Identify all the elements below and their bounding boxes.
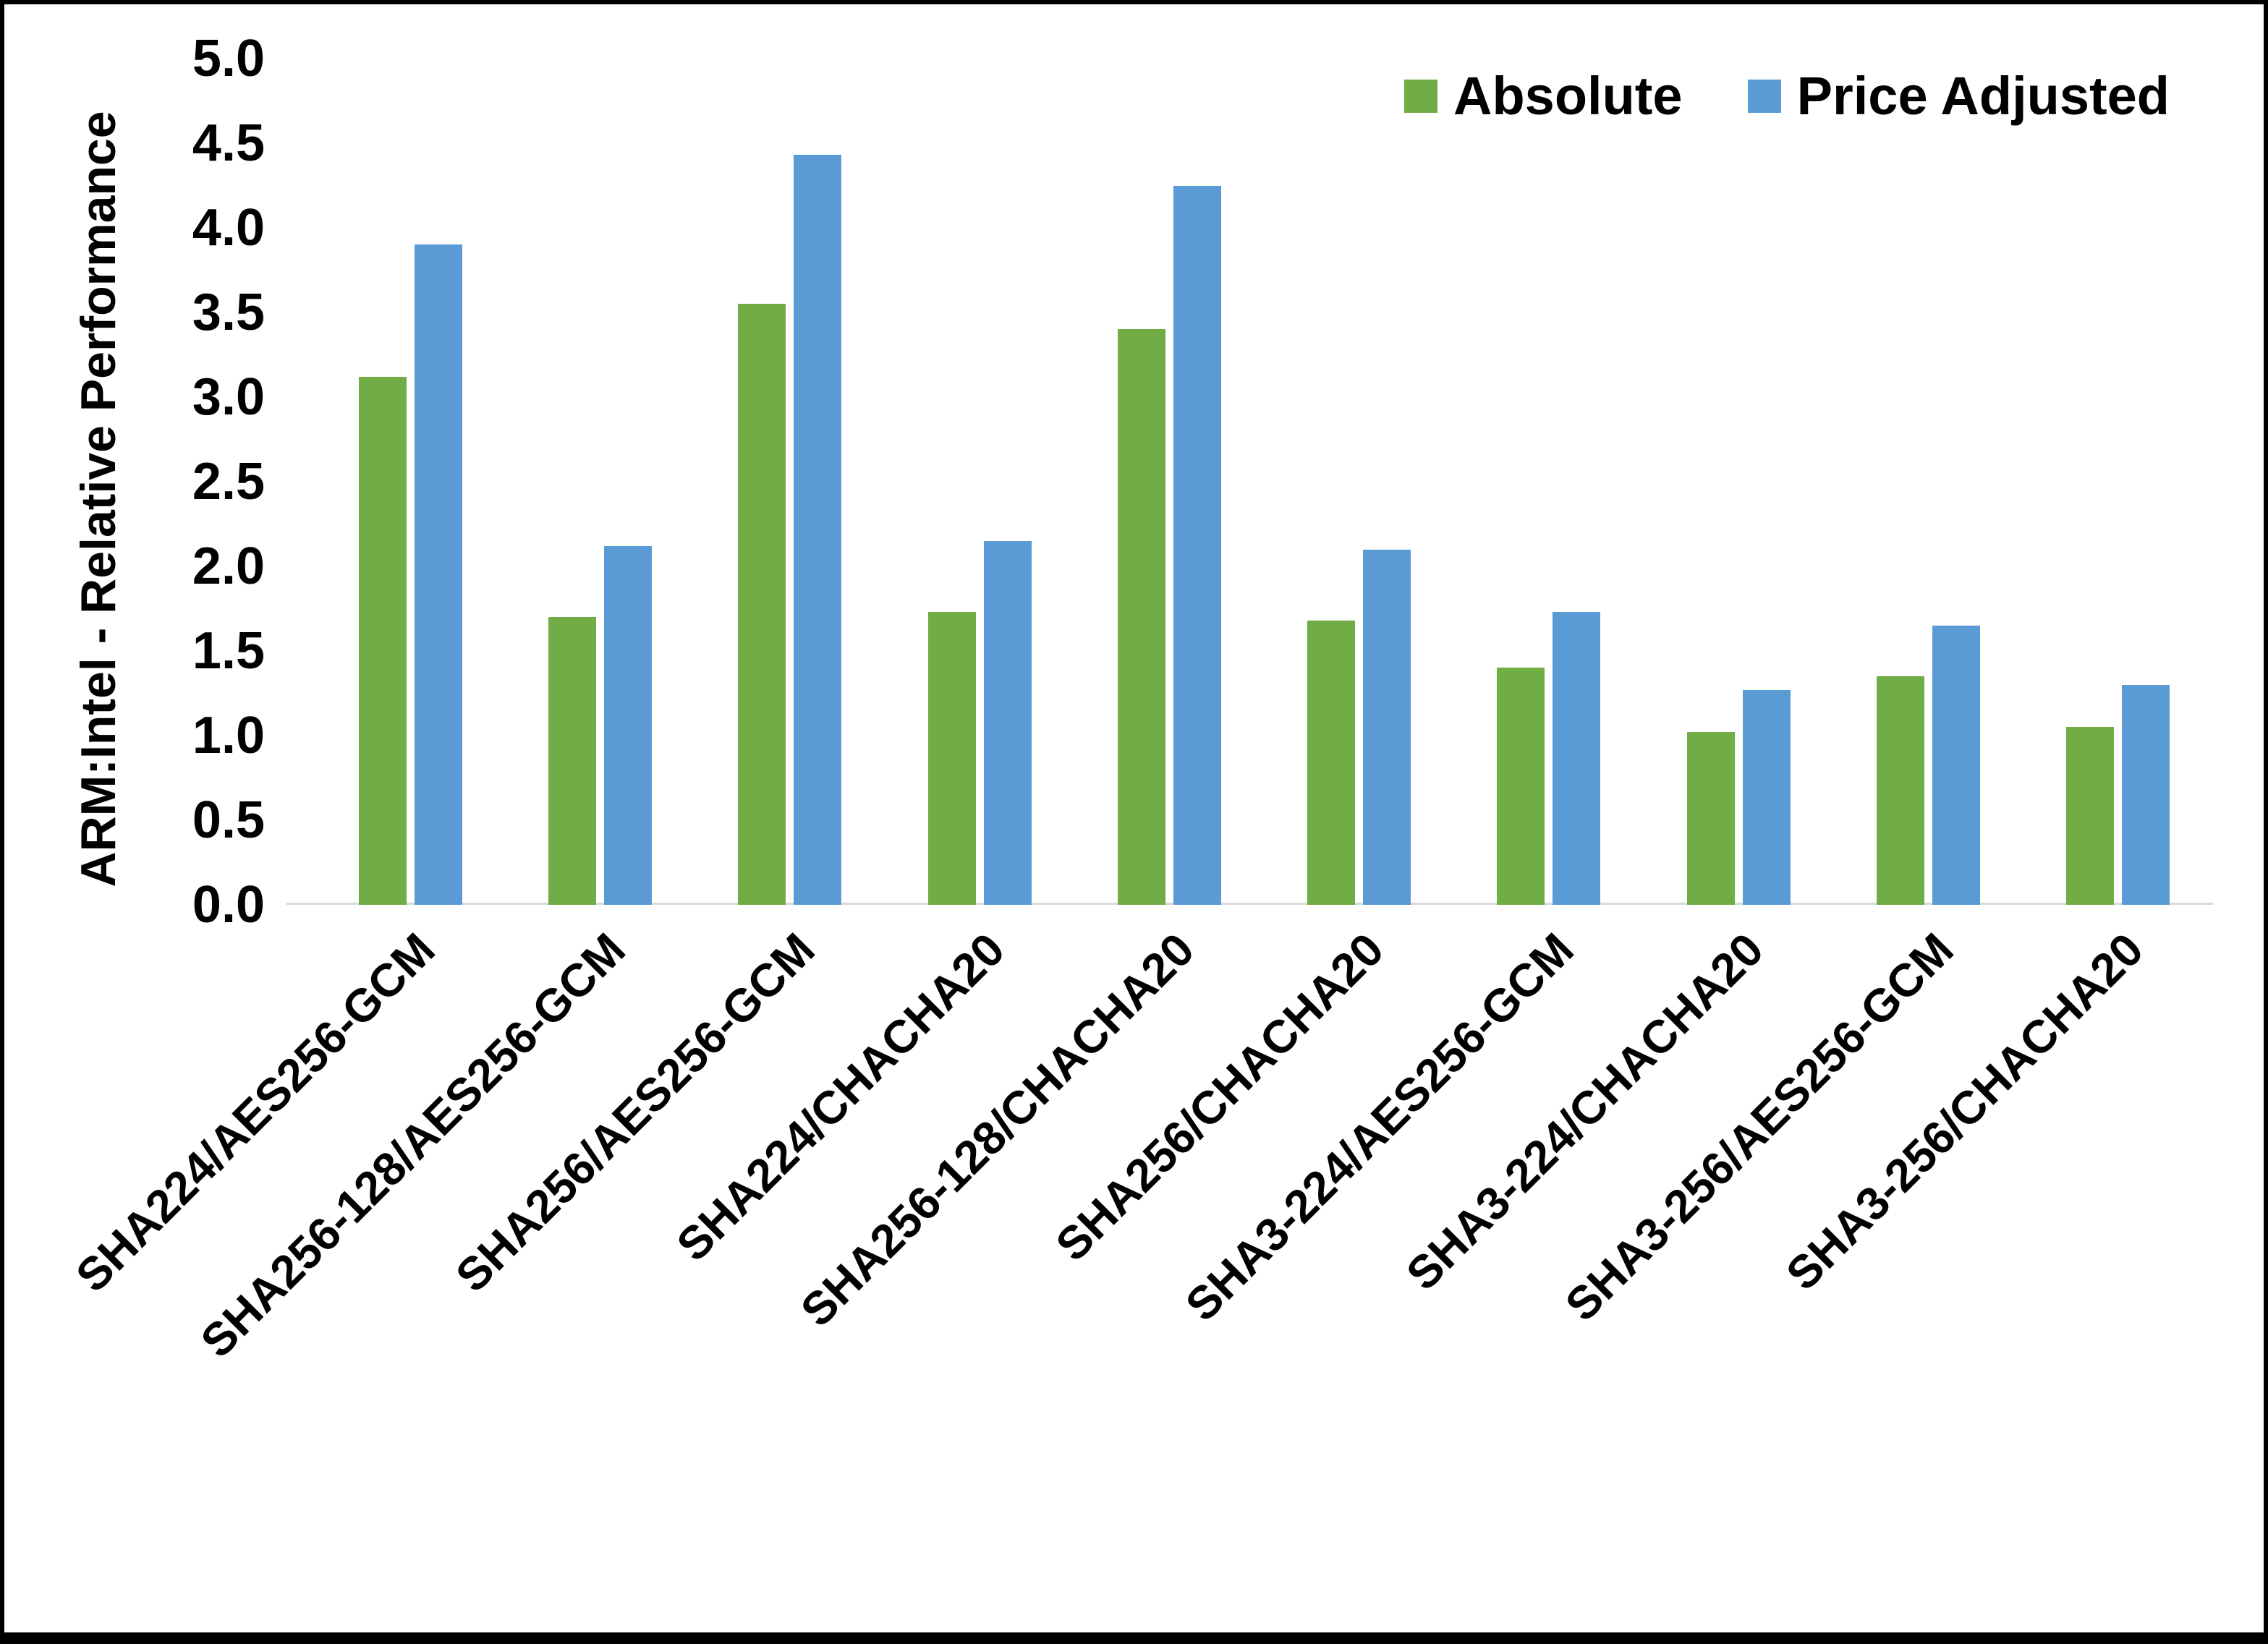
bar-price-adjusted [1173,185,1221,905]
x-axis-category-label: SHA3-256/AES256-GCM [1555,923,1963,1332]
bar-absolute [2066,727,2115,905]
y-tick-label: 2.0 [192,537,265,595]
bar-group: SHA256-128/AES256-GCM [190,59,695,1367]
y-tick-label: 3.5 [192,284,265,341]
bar-absolute [548,617,596,905]
y-tick-label: 3.0 [192,368,265,426]
bar-absolute [1877,676,1925,905]
x-axis-category-label: SHA256-128/CHACHA20 [790,923,1205,1337]
bar-group: SHA256-128/CHACHA20 [791,59,1264,1337]
bar-group: SHA256/AES256-GCM [446,59,885,1302]
bar-price-adjusted [983,540,1032,905]
legend-item-absolute: Absolute [1404,69,1683,123]
x-axis-category-label: SHA3-256/CHACHA20 [1775,923,2153,1300]
x-axis-category-label: SHA224/CHACHA20 [666,923,1015,1272]
y-tick-label: 0.5 [192,791,265,849]
bar-absolute [738,304,786,905]
y-tick-label: 0.0 [192,876,265,934]
legend-label: Price Adjusted [1796,66,2170,126]
x-axis-category-label: SHA256/CHACHA20 [1045,923,1394,1272]
bar-absolute [1686,732,1735,905]
y-tick-label: 1.0 [192,707,265,764]
y-tick-label: 5.0 [192,30,265,88]
y-tick-label: 1.5 [192,622,265,680]
bar-price-adjusted [414,244,462,905]
x-axis-category-label: SHA256/AES256-GCM [446,923,825,1302]
y-tick-label: 2.5 [192,453,265,511]
bar-price-adjusted [1553,612,1601,905]
x-axis-category-label: SHA3-224/CHACHA20 [1396,923,1774,1300]
bar-group: SHA224/AES256-GCM [66,59,505,1302]
bar-group: SHA3-224/AES256-GCM [1176,59,1644,1331]
bar-price-adjusted [603,545,652,905]
plot-area: SHA224/AES256-GCM SHA256-128/AES256-GCM SH… [66,59,2213,1367]
bar-absolute [1497,668,1545,905]
legend-label: Absolute [1453,66,1683,126]
y-axis-ticks: 0.0 0.5 1.0 1.5 2.0 2.5 3.0 3.5 4.0 4.5 5.0 [113,33,265,931]
x-axis-category-label: SHA224/AES256-GCM [66,923,446,1302]
bar-price-adjusted [1932,625,1981,905]
bar-group: SHA256/CHACHA20 [1046,59,1453,1271]
bar-group: SHA3-256/AES256-GCM [1555,59,2023,1331]
bar-absolute [1307,620,1356,905]
bar-absolute [1117,329,1165,905]
legend-swatch-icon [1747,80,1781,113]
bar-absolute [358,376,407,905]
bar-price-adjusted [2122,684,2170,905]
bar-group: SHA3-256/CHACHA20 [1776,59,2213,1300]
legend-item-price-adjusted: Price Adjusted [1747,66,2170,126]
bar-groups: SHA224/AES256-GCM SHA256-128/AES256-GCM SH… [66,59,2213,1367]
legend-swatch-icon [1404,80,1438,113]
y-tick-label: 4.0 [192,199,265,257]
bar-price-adjusted [1742,689,1791,905]
bar-price-adjusted [794,155,842,905]
bar-group: SHA224/CHACHA20 [666,59,1074,1271]
bar-price-adjusted [1363,549,1411,905]
y-tick-label: 4.5 [192,114,265,172]
bar-absolute [927,612,976,905]
x-axis-category-label: SHA3-224/AES256-GCM [1176,923,1584,1332]
legend: Absolute Price Adjusted [1404,69,2170,123]
bar-group: SHA3-224/CHACHA20 [1396,59,1833,1300]
x-axis-baseline [286,903,2213,905]
